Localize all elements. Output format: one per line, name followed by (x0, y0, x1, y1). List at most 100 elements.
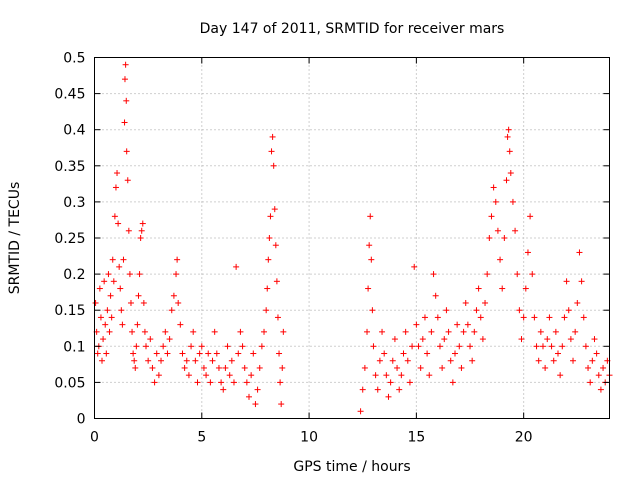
data-point (369, 307, 376, 314)
data-point (224, 343, 231, 350)
data-point (552, 328, 559, 335)
data-point (230, 379, 237, 386)
data-point (366, 242, 373, 249)
data-point (486, 235, 493, 241)
data-point (140, 299, 147, 306)
data-point (92, 299, 99, 306)
data-point (533, 343, 540, 350)
data-point (256, 364, 263, 371)
data-point (127, 299, 134, 306)
data-point (572, 328, 579, 335)
data-point (535, 357, 542, 364)
data-point (587, 379, 594, 386)
data-point (415, 343, 422, 350)
data-point (460, 328, 467, 335)
data-point (546, 314, 553, 321)
data-point (563, 278, 570, 285)
data-point (402, 328, 409, 335)
data-point (254, 386, 261, 393)
data-point (241, 364, 248, 371)
data-point (205, 350, 212, 357)
data-point (419, 336, 426, 343)
data-point (118, 307, 125, 314)
data-point (105, 271, 112, 278)
data-point (179, 350, 186, 357)
data-point (484, 271, 491, 278)
y-tick-label: 0.05 (54, 375, 85, 391)
data-point (213, 350, 220, 357)
data-point (130, 350, 137, 357)
y-tick-label: 0.1 (63, 339, 85, 355)
y-tick-label: 0 (77, 412, 86, 428)
data-point (411, 263, 418, 270)
data-point (595, 372, 602, 379)
data-point (424, 350, 431, 357)
data-point (555, 350, 561, 357)
data-point (141, 328, 148, 335)
y-tick-label: 0.2 (63, 267, 85, 283)
data-point (445, 328, 452, 335)
data-point (190, 328, 197, 335)
plot-frame (94, 57, 610, 419)
data-point (482, 299, 489, 306)
data-point (143, 343, 149, 350)
data-point (488, 213, 495, 220)
data-point (439, 364, 446, 371)
data-point (404, 357, 411, 364)
data-point (177, 321, 184, 328)
grid-lines (94, 57, 610, 419)
data-point (473, 307, 480, 314)
data-point (529, 271, 536, 278)
data-point (462, 299, 469, 306)
data-point (557, 372, 564, 379)
data-point (203, 372, 210, 379)
data-point (430, 271, 437, 278)
data-point (185, 372, 192, 379)
data-point (550, 357, 557, 364)
data-point (597, 386, 604, 393)
data-point (196, 350, 203, 357)
data-point (504, 133, 511, 140)
data-point (365, 285, 372, 292)
data-point (134, 321, 141, 328)
data-point (503, 177, 510, 184)
y-tick-label: 0.45 (54, 87, 85, 103)
data-point (505, 126, 512, 133)
data-point (110, 278, 117, 285)
data-point (274, 314, 281, 321)
data-point (367, 213, 374, 220)
data-point (458, 364, 465, 371)
data-point (265, 256, 272, 263)
data-point (248, 372, 255, 379)
data-point (198, 343, 205, 350)
data-point (456, 343, 463, 350)
data-point (147, 336, 154, 343)
data-point (520, 314, 527, 321)
data-point (109, 256, 116, 263)
data-point (192, 357, 199, 364)
data-point (561, 314, 568, 321)
data-point (173, 271, 180, 278)
data-point (96, 285, 103, 292)
data-point (102, 321, 109, 328)
data-point (518, 336, 525, 343)
data-point (432, 292, 439, 299)
data-point (600, 364, 607, 371)
data-point (136, 271, 143, 278)
data-point (469, 357, 476, 364)
data-point (276, 350, 283, 357)
data-point (400, 350, 407, 357)
data-point (268, 148, 275, 155)
data-point (103, 350, 110, 357)
data-point (188, 343, 195, 350)
y-tick-label: 0.4 (63, 123, 85, 139)
data-point (576, 249, 583, 256)
data-point (122, 61, 129, 68)
data-point (246, 393, 252, 400)
data-point (233, 263, 240, 270)
chart-title: Day 147 of 2011, SRMTID for receiver mar… (200, 21, 505, 37)
data-point (449, 379, 456, 386)
data-point (409, 343, 416, 350)
y-axis-title: SRMTID / TECUs (7, 182, 23, 295)
